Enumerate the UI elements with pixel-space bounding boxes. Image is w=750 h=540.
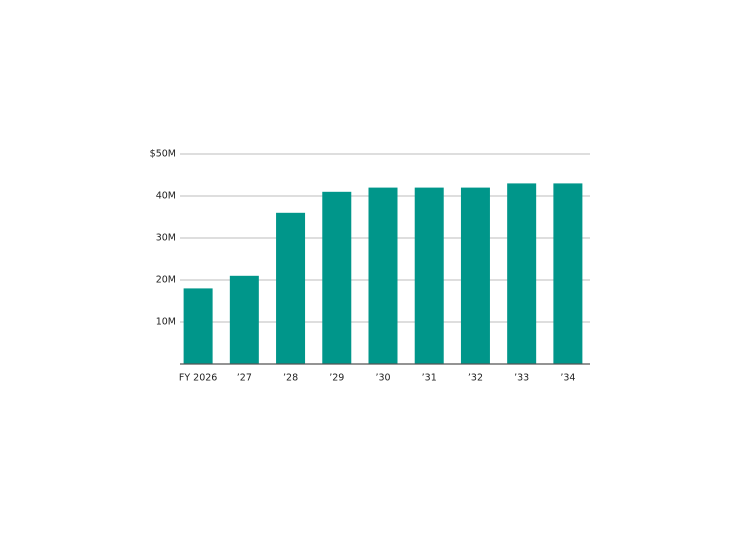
bar — [507, 183, 537, 364]
bar — [322, 191, 352, 364]
x-tick-label: ’32 — [468, 373, 483, 384]
x-tick-label: ’33 — [514, 373, 529, 384]
bar — [460, 187, 490, 364]
bar — [414, 187, 444, 364]
x-tick-label: ’27 — [237, 373, 252, 384]
bar — [276, 212, 306, 364]
bar — [183, 288, 213, 364]
x-tick-label: ’31 — [422, 373, 437, 384]
y-tick-label: 30M — [156, 233, 176, 244]
x-tick-label: ’30 — [375, 373, 390, 384]
y-tick-label: 20M — [156, 275, 176, 286]
bar — [229, 275, 259, 364]
x-tick-label: FY 2026 — [179, 373, 217, 384]
bar — [553, 183, 583, 364]
y-tick-label: 40M — [156, 191, 176, 202]
x-tick-label: ’29 — [329, 373, 344, 384]
y-tick-label: $50M — [150, 149, 176, 160]
y-tick-label: 10M — [156, 317, 176, 328]
bar — [368, 187, 398, 364]
x-tick-label: ’34 — [560, 373, 575, 384]
x-tick-label: ’28 — [283, 373, 298, 384]
